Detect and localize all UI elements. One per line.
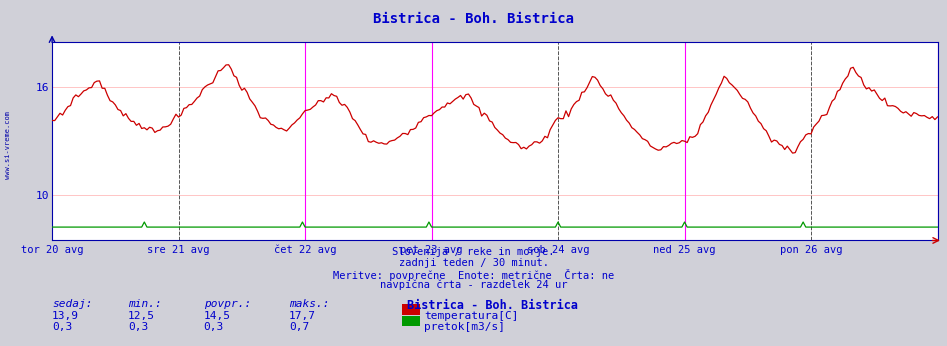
Text: min.:: min.: [128,299,162,309]
Text: www.si-vreme.com: www.si-vreme.com [5,111,10,179]
Text: navpična črta - razdelek 24 ur: navpična črta - razdelek 24 ur [380,280,567,290]
Text: maks.:: maks.: [289,299,330,309]
Text: sedaj:: sedaj: [52,299,93,309]
Text: Bistrica - Boh. Bistrica: Bistrica - Boh. Bistrica [407,299,579,312]
Text: 13,9: 13,9 [52,311,80,321]
Text: 0,3: 0,3 [52,322,72,333]
Text: temperatura[C]: temperatura[C] [424,311,519,321]
Text: 17,7: 17,7 [289,311,316,321]
Text: povpr.:: povpr.: [204,299,251,309]
Text: zadnji teden / 30 minut.: zadnji teden / 30 minut. [399,258,548,268]
Text: 0,3: 0,3 [128,322,148,333]
Text: 14,5: 14,5 [204,311,231,321]
Text: 0,3: 0,3 [204,322,223,333]
Text: Bistrica - Boh. Bistrica: Bistrica - Boh. Bistrica [373,12,574,26]
Text: pretok[m3/s]: pretok[m3/s] [424,322,506,333]
Text: Slovenija / reke in morje.: Slovenija / reke in morje. [392,247,555,257]
Text: 0,7: 0,7 [289,322,309,333]
Text: 12,5: 12,5 [128,311,155,321]
Text: Meritve: povprečne  Enote: metrične  Črta: ne: Meritve: povprečne Enote: metrične Črta:… [333,269,614,281]
